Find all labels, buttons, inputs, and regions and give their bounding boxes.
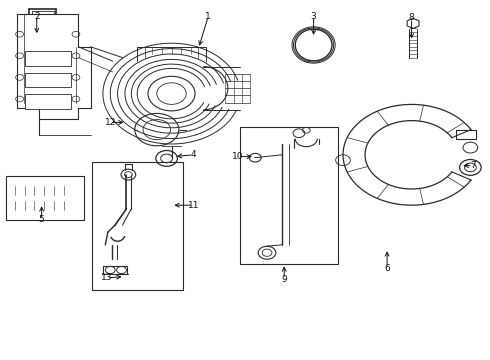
Text: 4: 4 bbox=[191, 150, 196, 159]
Text: 7: 7 bbox=[470, 161, 476, 170]
Text: 3: 3 bbox=[311, 12, 317, 21]
FancyBboxPatch shape bbox=[9, 200, 30, 211]
FancyBboxPatch shape bbox=[24, 51, 71, 66]
Text: 13: 13 bbox=[101, 274, 113, 282]
FancyBboxPatch shape bbox=[24, 94, 71, 109]
Text: 10: 10 bbox=[232, 152, 244, 161]
FancyBboxPatch shape bbox=[9, 185, 30, 196]
FancyBboxPatch shape bbox=[29, 185, 49, 196]
Text: 12: 12 bbox=[104, 118, 116, 127]
FancyBboxPatch shape bbox=[6, 176, 84, 220]
Text: 11: 11 bbox=[188, 201, 199, 210]
FancyBboxPatch shape bbox=[29, 200, 49, 211]
Text: 1: 1 bbox=[205, 12, 211, 21]
Text: 5: 5 bbox=[39, 215, 45, 224]
FancyBboxPatch shape bbox=[92, 162, 183, 290]
Text: 9: 9 bbox=[281, 274, 287, 284]
Text: 6: 6 bbox=[384, 264, 390, 273]
FancyBboxPatch shape bbox=[49, 200, 69, 211]
FancyBboxPatch shape bbox=[24, 73, 71, 87]
FancyBboxPatch shape bbox=[240, 127, 338, 264]
Text: 2: 2 bbox=[34, 12, 40, 21]
Text: 8: 8 bbox=[409, 13, 415, 22]
FancyBboxPatch shape bbox=[49, 185, 69, 196]
